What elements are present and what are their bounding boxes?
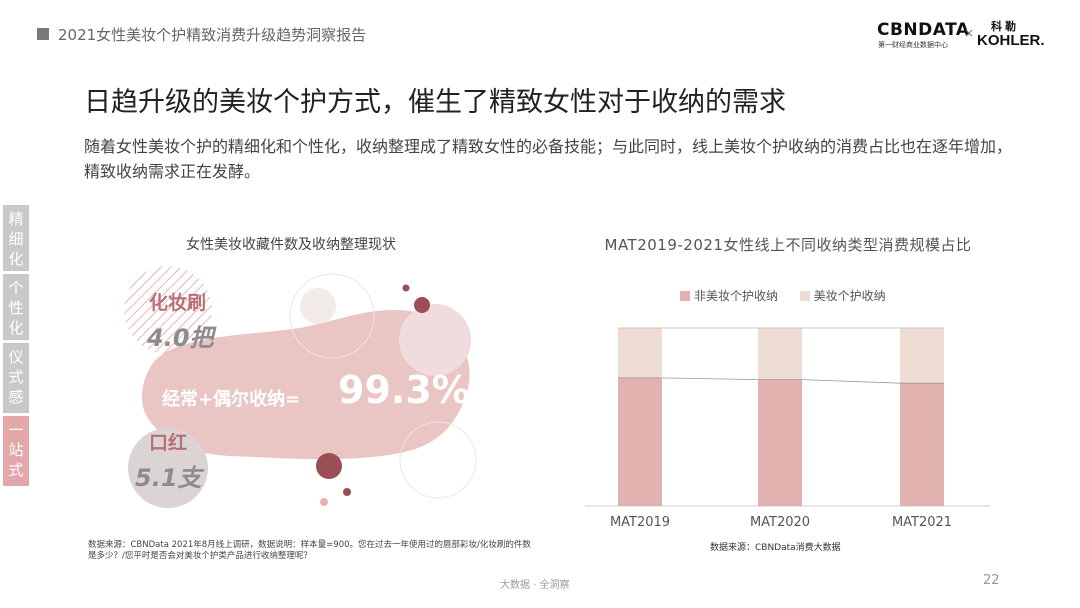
dot-pink-bottom — [320, 498, 328, 506]
kohler-logo: KOHLER. — [977, 32, 1045, 49]
side-tab-one-stop[interactable]: 一站式 — [3, 416, 29, 486]
bar-MAT2019-beauty — [618, 328, 662, 378]
series-connector-line — [618, 377, 944, 384]
page-number: 22 — [983, 573, 1000, 588]
x-tick-label: MAT2020 — [750, 515, 810, 530]
dot-maroon-large — [316, 453, 342, 479]
page-description: 随着女性美妆个护的精细化和个性化，收纳整理成了精致女性的必备技能；与此同时，线上… — [84, 137, 1013, 181]
bar-MAT2021-non-beauty — [900, 383, 944, 506]
cbndata-logo-subtitle: 第一财经商业数据中心 — [878, 41, 948, 49]
storage-blob — [142, 310, 470, 460]
page-title: 日趋升级的美妆个护方式，催生了精致女性对于收纳的需求 — [84, 87, 786, 118]
bar-MAT2020-beauty — [758, 328, 802, 380]
stacked-bar-chart: MAT2019 MAT2020 MAT2021 — [585, 327, 990, 530]
brush-circle — [124, 266, 212, 354]
bar-MAT2019-non-beauty — [618, 377, 662, 506]
brush-label: 化妆刷 — [149, 292, 207, 314]
kohler-logo-cn: 科勒 — [991, 20, 1019, 33]
dot-small-bottom — [343, 488, 351, 496]
right-source-note: 数据来源：CBNData消费大数据 — [710, 543, 841, 553]
dot-maroon-top — [414, 297, 430, 313]
bar-MAT2020-non-beauty — [758, 379, 802, 506]
legend-swatch-beauty — [799, 291, 810, 301]
side-tab-refined[interactable]: 精细化 — [3, 205, 29, 271]
logo-separator: × — [964, 26, 975, 40]
right-chart-title: MAT2019-2021女性线上不同收纳类型消费规模占比 — [604, 236, 972, 254]
small-light-circle — [300, 288, 336, 324]
footer-slogan: 大数据 · 全洞察 — [500, 580, 570, 591]
chart-legend: 非美妆个护收纳 美妆个护收纳 — [680, 287, 886, 304]
cbndata-logo: CBNDATA — [877, 20, 970, 40]
lipstick-circle — [128, 428, 208, 508]
side-tab-ritual[interactable]: 仪式感 — [3, 343, 29, 413]
legend-label-beauty: 美妆个护收纳 — [813, 289, 886, 303]
storage-label: 经常+偶尔收纳= — [162, 389, 301, 410]
bar-MAT2021-beauty — [900, 328, 944, 384]
brush-value: 4.0把 — [147, 324, 214, 352]
legend-swatch-non-beauty — [680, 291, 690, 301]
report-title: 2021女性美妆个护精致消费升级趋势洞察报告 — [58, 26, 367, 44]
left-chart-title: 女性美妆收藏件数及收纳整理现状 — [186, 237, 396, 253]
outline-circle-bottom — [399, 421, 477, 499]
storage-value: 99.3% — [338, 368, 470, 412]
side-tab-personalized[interactable]: 个性化 — [3, 274, 29, 340]
light-pink-circle — [399, 304, 471, 376]
storage-infographic — [124, 266, 477, 508]
outline-circle-top — [289, 273, 375, 359]
lipstick-label: 口红 — [149, 432, 188, 454]
legend-label-non-beauty: 非美妆个护收纳 — [694, 289, 779, 303]
dot-small-top — [402, 284, 410, 292]
x-tick-label: MAT2021 — [892, 515, 952, 530]
lipstick-value: 5.1支 — [135, 464, 202, 492]
header-marker — [37, 28, 49, 40]
x-tick-label: MAT2019 — [610, 515, 670, 530]
left-source-note: 数据来源：CBNData 2021年8月线上调研，数据说明：样本量=900。您在… — [88, 540, 531, 561]
